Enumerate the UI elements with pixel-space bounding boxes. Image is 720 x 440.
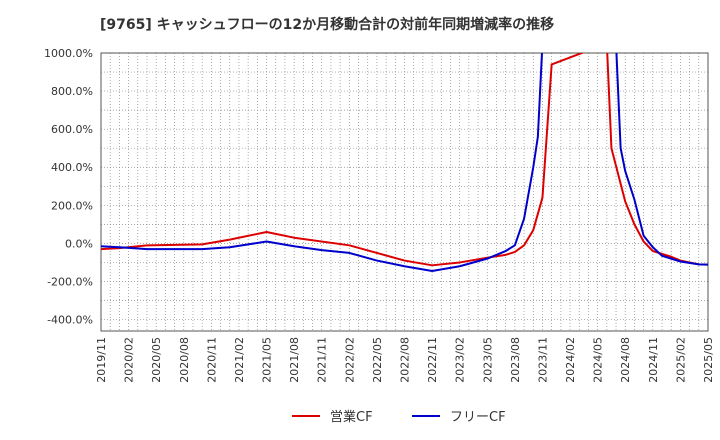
series-line-operating-cf bbox=[101, 53, 708, 267]
x-tick-label: 2024/11 bbox=[647, 337, 660, 383]
y-tick-label: 0.0% bbox=[65, 237, 93, 250]
axis-layer bbox=[100, 52, 709, 332]
y-tick-label: 600.0% bbox=[51, 123, 93, 136]
x-tick-label: 2023/11 bbox=[536, 337, 549, 383]
legend-line-operating-cf bbox=[292, 414, 320, 417]
x-tick-label: 2023/05 bbox=[481, 337, 494, 383]
y-tick-label: 1000.0% bbox=[44, 47, 93, 60]
x-tick-label: 2019/11 bbox=[95, 337, 108, 383]
x-tick-label: 2021/02 bbox=[233, 337, 246, 383]
x-tick-label: 2024/08 bbox=[619, 337, 632, 383]
x-tick-label: 2020/02 bbox=[123, 337, 136, 383]
plot-frame bbox=[100, 52, 709, 332]
y-tick-label: 400.0% bbox=[51, 161, 93, 174]
x-tick-label: 2023/02 bbox=[454, 337, 467, 383]
series-layer bbox=[101, 53, 708, 273]
legend-line-free-cf bbox=[412, 414, 440, 417]
legend-label-operating-cf: 営業CF bbox=[330, 410, 373, 425]
chart-title: [9765] キャッシュフローの12か月移動合計の対前年同期増減率の推移 bbox=[100, 17, 555, 33]
y-tick-label: -400.0% bbox=[47, 314, 93, 327]
grid-layer bbox=[101, 53, 708, 331]
x-tick-label: 2020/05 bbox=[150, 337, 163, 383]
legend-item-free-cf: フリーCF bbox=[412, 406, 506, 425]
x-tick-label: 2020/08 bbox=[178, 337, 191, 383]
legend-item-operating-cf: 営業CF bbox=[292, 406, 373, 425]
x-tick-label: 2022/11 bbox=[426, 337, 439, 383]
x-tick-label: 2021/05 bbox=[261, 337, 274, 383]
x-tick-label: 2025/05 bbox=[702, 337, 715, 383]
x-tick-label: 2022/08 bbox=[399, 337, 412, 383]
series-line-free-cf bbox=[101, 53, 708, 273]
x-tick-label: 2020/11 bbox=[205, 337, 218, 383]
x-tick-label: 2021/11 bbox=[316, 337, 329, 383]
x-tick-label: 2021/08 bbox=[288, 337, 301, 383]
x-tick-label: 2022/02 bbox=[343, 337, 356, 383]
x-tick-label: 2024/02 bbox=[564, 337, 577, 383]
x-tick-label: 2024/05 bbox=[592, 337, 605, 383]
y-tick-label: -200.0% bbox=[47, 275, 93, 288]
legend-label-free-cf: フリーCF bbox=[450, 410, 506, 425]
y-tick-label: 800.0% bbox=[51, 85, 93, 98]
x-tick-label: 2025/02 bbox=[674, 337, 687, 383]
y-tick-label: 200.0% bbox=[51, 199, 93, 212]
x-tick-label: 2022/05 bbox=[371, 337, 384, 383]
label-layer: 1000.0% 800.0% 600.0% 400.0% 200.0% 0.0% -200.… bbox=[44, 47, 715, 383]
x-tick-label: 2023/08 bbox=[509, 337, 522, 383]
